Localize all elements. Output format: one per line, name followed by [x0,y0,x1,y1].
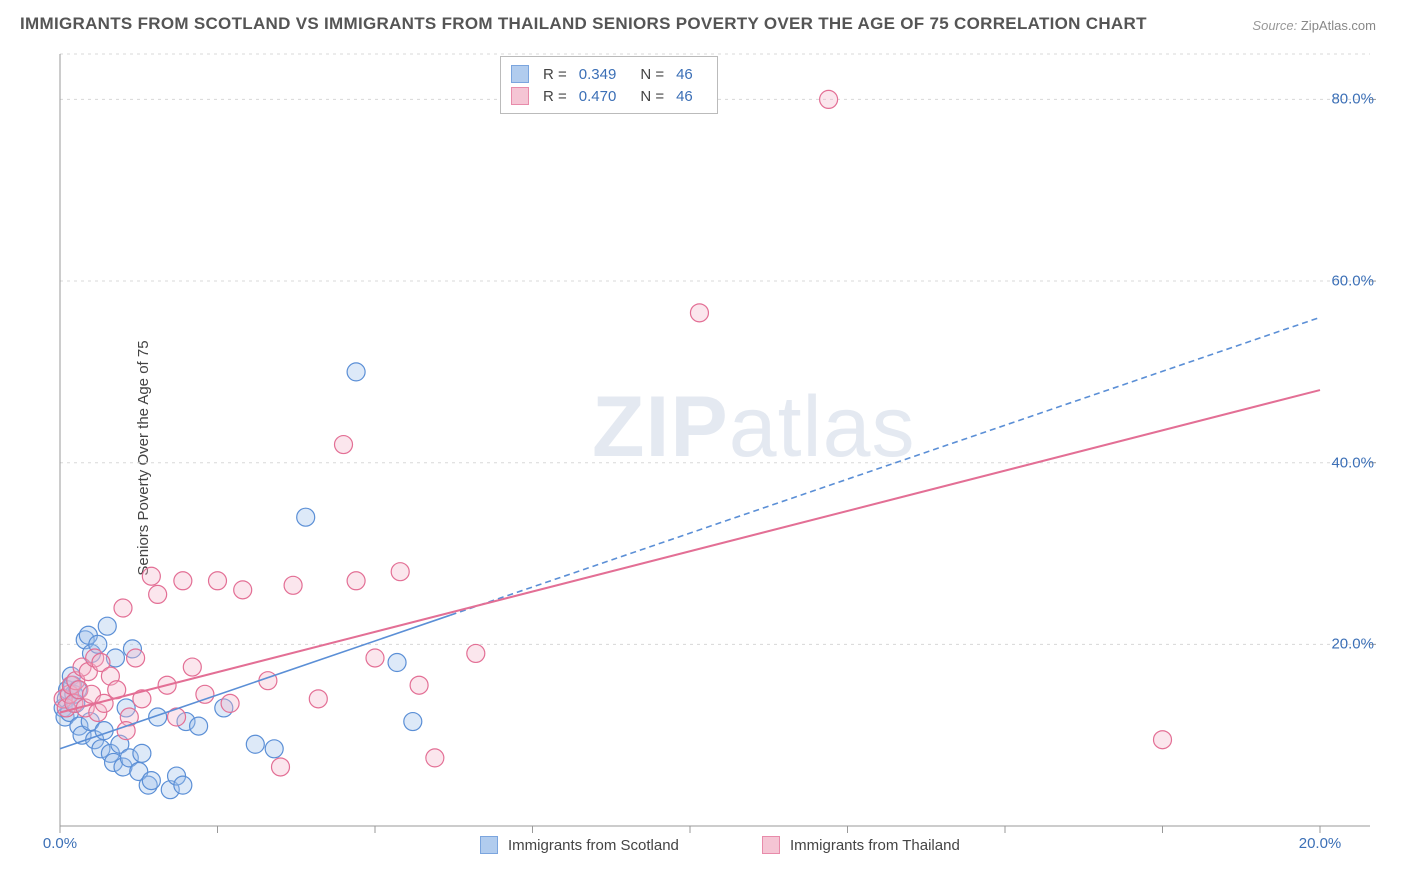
legend-r-label: R = [543,66,567,83]
y-tick-label: 20.0% [1331,636,1374,653]
legend-swatch [511,65,529,83]
series-legend: Immigrants from Thailand [762,836,960,854]
legend-n-label: N = [640,66,664,83]
legend-n-value: 46 [676,88,693,105]
legend-row: R = 0.349 N = 46 [511,63,703,85]
series-name: Immigrants from Scotland [508,837,679,854]
legend-swatch [511,87,529,105]
y-tick-label: 80.0% [1331,91,1374,108]
correlation-legend: R = 0.349 N = 46 R = 0.470 N = 46 [500,56,718,114]
source-citation: Source: ZipAtlas.com [1252,18,1376,33]
chart-title: IMMIGRANTS FROM SCOTLAND VS IMMIGRANTS F… [20,14,1147,34]
legend-n-value: 46 [676,66,693,83]
chart-area: Seniors Poverty Over the Age of 75 ZIPat… [52,48,1382,868]
x-tick-label: 20.0% [1299,835,1342,852]
legend-r-value: 0.470 [579,88,617,105]
legend-swatch [762,836,780,854]
series-name: Immigrants from Thailand [790,837,960,854]
source-value: ZipAtlas.com [1301,18,1376,33]
legend-swatch [480,836,498,854]
scatter-plot [52,48,1382,868]
y-tick-label: 40.0% [1331,454,1374,471]
x-tick-label: 0.0% [43,835,77,852]
legend-row: R = 0.470 N = 46 [511,85,703,107]
series-legend: Immigrants from Scotland [480,836,679,854]
legend-r-value: 0.349 [579,66,617,83]
legend-r-label: R = [543,88,567,105]
y-tick-label: 60.0% [1331,273,1374,290]
legend-n-label: N = [640,88,664,105]
source-label: Source: [1252,18,1297,33]
